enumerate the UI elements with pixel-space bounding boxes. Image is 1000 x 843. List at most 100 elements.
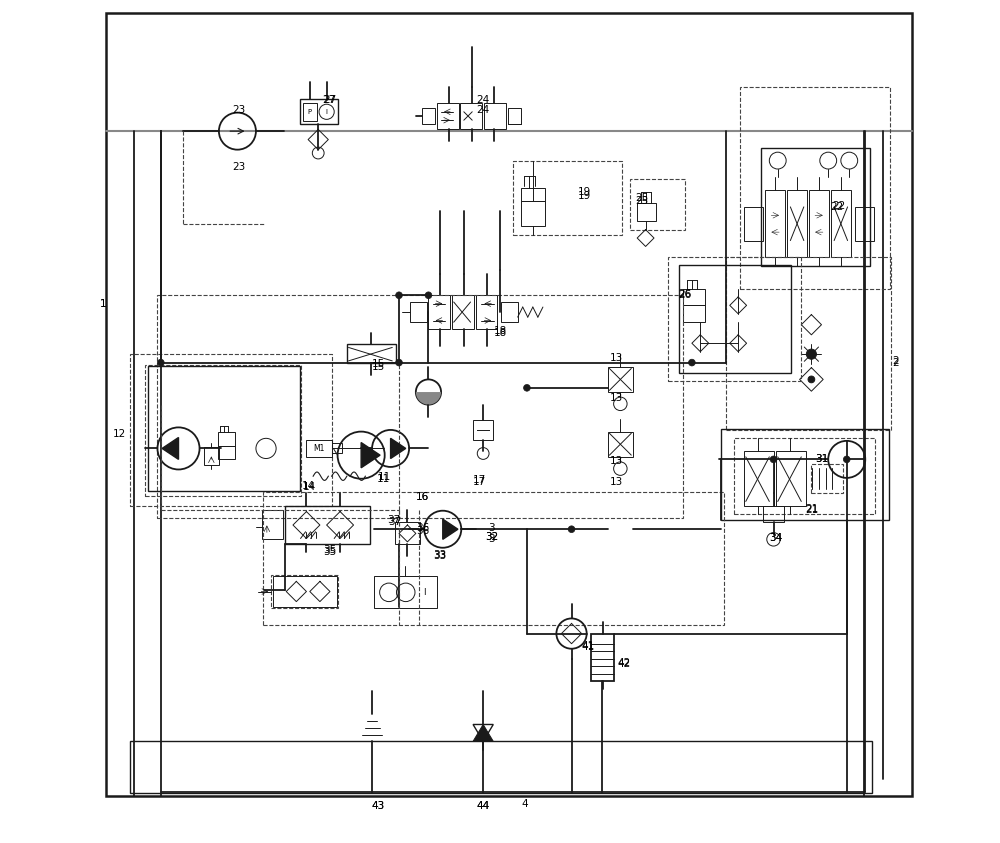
Bar [521,201,545,226]
Bar [608,432,633,457]
Polygon shape [391,438,406,459]
Text: 27: 27 [323,95,336,105]
Circle shape [425,292,432,298]
Text: P: P [308,109,312,115]
Text: 2: 2 [892,357,899,368]
Text: 2: 2 [892,356,899,366]
Polygon shape [162,438,179,459]
Bar [761,148,870,266]
Text: 13: 13 [610,393,623,403]
Bar [148,366,300,491]
Bar [501,302,518,322]
Bar [721,429,889,520]
Circle shape [396,359,402,366]
Text: 17: 17 [472,475,486,486]
Text: 12: 12 [113,429,126,439]
Text: 13: 13 [610,353,623,363]
Text: 36: 36 [416,524,429,534]
Text: 22: 22 [830,201,843,212]
Text: 34: 34 [769,533,783,543]
Text: 21: 21 [805,505,818,515]
Bar [740,87,890,288]
Bar [763,506,784,523]
Text: 34: 34 [769,533,783,543]
Text: 19: 19 [578,187,591,196]
Text: M1: M1 [313,444,325,453]
Bar [437,104,459,129]
Bar [218,432,235,446]
Text: 25: 25 [635,196,648,206]
Bar [347,344,396,362]
Text: 44: 44 [477,801,490,811]
Text: 23: 23 [232,105,246,115]
Circle shape [843,456,850,463]
Bar [452,295,474,329]
Bar [473,420,493,440]
Polygon shape [361,443,380,468]
Bar [787,190,807,257]
Text: 33: 33 [433,550,446,561]
Text: 32: 32 [485,532,498,542]
Text: 3: 3 [488,524,495,534]
Bar [809,190,829,257]
Text: 26: 26 [679,290,692,300]
Bar [395,523,420,544]
Text: 1: 1 [99,298,106,309]
Bar [285,506,370,544]
Text: 24: 24 [477,105,490,115]
Circle shape [806,349,816,359]
Bar [428,295,450,329]
Bar [273,577,337,607]
Bar [508,108,521,125]
Bar [422,108,435,125]
Text: 13: 13 [610,477,623,487]
Text: 14: 14 [302,482,316,492]
Text: 23: 23 [232,163,246,172]
Text: 22: 22 [833,201,846,211]
Text: I: I [326,109,328,115]
Text: 36: 36 [416,526,429,536]
Text: 19: 19 [578,191,591,201]
Bar [776,451,806,506]
Bar [513,161,622,234]
Circle shape [396,292,402,298]
Text: 15: 15 [372,359,385,369]
Bar [683,305,705,322]
Text: 25: 25 [635,193,648,202]
Text: 37: 37 [388,518,401,528]
Circle shape [568,526,575,533]
Bar [765,190,785,257]
Text: 14: 14 [301,481,315,491]
Circle shape [770,456,777,463]
Bar [683,288,705,305]
Bar [204,447,219,465]
Text: 15: 15 [371,362,385,372]
Text: 44: 44 [477,801,490,811]
Bar [734,438,875,514]
Text: 42: 42 [618,659,631,668]
Bar [591,635,614,680]
Text: 17: 17 [472,477,486,487]
Text: 32: 32 [485,532,498,542]
Bar [608,367,633,392]
Bar [630,179,685,229]
Text: 3: 3 [488,534,495,545]
Polygon shape [443,519,458,540]
Bar [855,207,874,240]
Bar [303,103,317,121]
Bar [300,99,338,125]
Bar [668,256,801,381]
Text: 18: 18 [493,325,507,336]
Text: 1: 1 [99,298,106,309]
Text: 41: 41 [582,642,595,651]
Bar [218,446,235,459]
Bar [726,257,891,430]
Bar [744,451,774,506]
Bar [521,188,545,201]
Bar [460,104,482,129]
Text: I: I [423,588,426,597]
Text: 24: 24 [477,95,490,105]
Text: 42: 42 [618,658,631,668]
Bar [679,265,791,373]
Text: 33: 33 [433,551,446,561]
